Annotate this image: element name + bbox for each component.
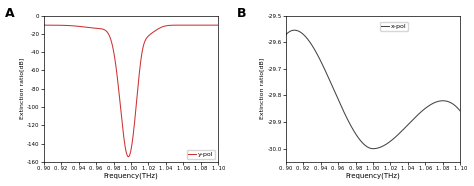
Legend: y-pol: y-pol (187, 150, 215, 159)
Y-axis label: Extinction ratio[dB]: Extinction ratio[dB] (259, 58, 264, 119)
Text: A: A (5, 7, 15, 20)
X-axis label: Frequency(THz): Frequency(THz) (104, 173, 158, 179)
Text: B: B (237, 7, 246, 20)
Legend: x-pol: x-pol (380, 22, 409, 31)
X-axis label: Frequency(THz): Frequency(THz) (346, 173, 401, 179)
Y-axis label: Extinction ratio[dB]: Extinction ratio[dB] (19, 58, 24, 119)
